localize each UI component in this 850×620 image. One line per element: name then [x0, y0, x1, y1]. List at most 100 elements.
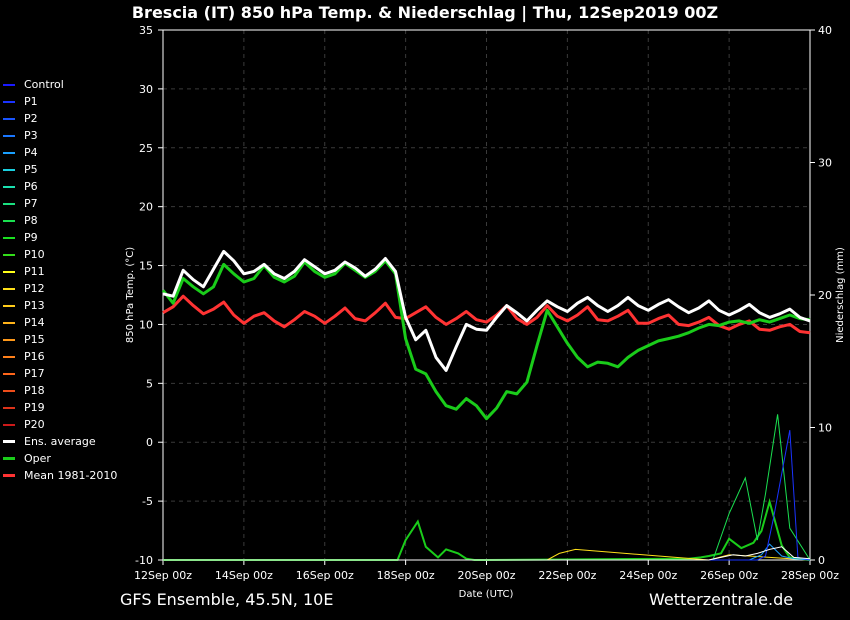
legend-swatch: [3, 355, 15, 358]
legend-item: P8: [3, 212, 128, 229]
temp-line-ens-average: [162, 249, 811, 372]
legend-item: P20: [3, 416, 128, 433]
legend-swatch: [3, 202, 15, 205]
legend-label: P4: [24, 146, 38, 159]
legend-label: Control: [24, 78, 64, 91]
legend-item: P11: [3, 263, 128, 280]
x-tick-label: 20Sep 00z: [458, 569, 516, 582]
y2-tick-label: 0: [818, 554, 825, 567]
y-tick-label: 0: [146, 436, 153, 449]
legend-item: Oper: [3, 450, 128, 467]
y2-axis-label: Niederschlag (mm): [835, 247, 846, 343]
x-axis: 12Sep 00z 14Sep 00z 16Sep 00z 18Sep 00z 20Se…: [134, 560, 839, 582]
legend-item: Control: [3, 76, 128, 93]
legend-item: Mean 1981-2010: [3, 467, 128, 484]
y2-tick-label: 40: [818, 24, 832, 37]
y-tick-label: 35: [139, 24, 153, 37]
legend-swatch: [3, 100, 15, 103]
legend-label: P7: [24, 197, 38, 210]
y2-tick-label: 10: [818, 422, 832, 435]
temp-line-mean-1981-2010: [162, 294, 811, 335]
legend-label: P3: [24, 129, 38, 142]
y-axis-label: 850 hPa Temp. (°C): [125, 247, 136, 343]
legend-item: P6: [3, 178, 128, 195]
y2-tick-label: 20: [818, 289, 832, 302]
y-tick-label: 20: [139, 201, 153, 214]
y-tick-label: -10: [135, 554, 153, 567]
x-tick-label: 16Sep 00z: [296, 569, 354, 582]
legend-swatch: [3, 457, 15, 460]
legend-label: P16: [24, 350, 45, 363]
legend-swatch: [3, 406, 15, 409]
legend-swatch: [3, 117, 15, 120]
legend-swatch: [3, 389, 15, 392]
y-tick-label: 15: [139, 260, 153, 273]
legend-item: P18: [3, 382, 128, 399]
y2-tick-label: 30: [818, 157, 832, 170]
legend-label: Mean 1981-2010: [24, 469, 118, 482]
legend-item: P4: [3, 144, 128, 161]
legend-item: P10: [3, 246, 128, 263]
temp-line-oper: [161, 259, 811, 421]
legend-swatch: [3, 134, 15, 137]
legend-swatch: [3, 440, 15, 443]
legend-swatch: [3, 474, 15, 477]
legend-swatch: [3, 236, 15, 239]
legend-swatch: [3, 185, 15, 188]
legend-item: P3: [3, 127, 128, 144]
x-tick-label: 18Sep 00z: [377, 569, 435, 582]
legend-item: P9: [3, 229, 128, 246]
legend-label: P19: [24, 401, 45, 414]
x-tick-label: 14Sep 00z: [215, 569, 273, 582]
legend-swatch: [3, 287, 15, 290]
x-tick-label: 12Sep 00z: [134, 569, 192, 582]
precip-line-p1: [163, 430, 811, 561]
legend-label: P12: [24, 282, 45, 295]
legend-swatch: [3, 304, 15, 307]
legend-swatch: [3, 253, 15, 256]
legend-label: Oper: [24, 452, 51, 465]
x-tick-label: 22Sep 00z: [538, 569, 596, 582]
legend-label: P20: [24, 418, 45, 431]
y2-axis: 0 10 20 30 40: [810, 24, 832, 567]
legend-label: P17: [24, 367, 45, 380]
chart-title: Brescia (IT) 850 hPa Temp. & Niederschla…: [131, 3, 719, 22]
legend-item: P1: [3, 93, 128, 110]
legend-item: P14: [3, 314, 128, 331]
legend-label: P8: [24, 214, 38, 227]
x-tick-label: 26Sep 00z: [700, 569, 758, 582]
legend-item: P17: [3, 365, 128, 382]
legend-label: P15: [24, 333, 45, 346]
legend-item: P15: [3, 331, 128, 348]
legend-item: P7: [3, 195, 128, 212]
legend-swatch: [3, 372, 15, 375]
legend-swatch: [3, 168, 15, 171]
legend-item: P5: [3, 161, 128, 178]
temperature-series: [161, 249, 811, 421]
legend-swatch: [3, 338, 15, 341]
x-tick-label: 28Sep 00z: [781, 569, 839, 582]
legend-label: P13: [24, 299, 45, 312]
legend-item: P19: [3, 399, 128, 416]
legend-swatch: [3, 423, 15, 426]
legend-label: P9: [24, 231, 38, 244]
grid: [163, 30, 810, 560]
legend-swatch: [3, 83, 15, 86]
legend-item: P13: [3, 297, 128, 314]
y-tick-label: 25: [139, 142, 153, 155]
x-axis-label: Date (UTC): [459, 589, 514, 600]
y-tick-label: -5: [142, 495, 153, 508]
legend-item: P16: [3, 348, 128, 365]
legend-label: Ens. average: [24, 435, 96, 448]
x-tick-label: 24Sep 00z: [619, 569, 677, 582]
legend-item: P2: [3, 110, 128, 127]
legend-label: P5: [24, 163, 38, 176]
y-tick-label: 5: [146, 377, 153, 390]
precip-line-ens-average: [163, 546, 811, 561]
precip-line-p8: [163, 414, 811, 561]
legend-label: P14: [24, 316, 45, 329]
y-axis: -10 -5 0 5 10 15 20 25 30 35: [135, 24, 163, 567]
legend-swatch: [3, 270, 15, 273]
legend-label: P2: [24, 112, 38, 125]
y-tick-label: 10: [139, 318, 153, 331]
